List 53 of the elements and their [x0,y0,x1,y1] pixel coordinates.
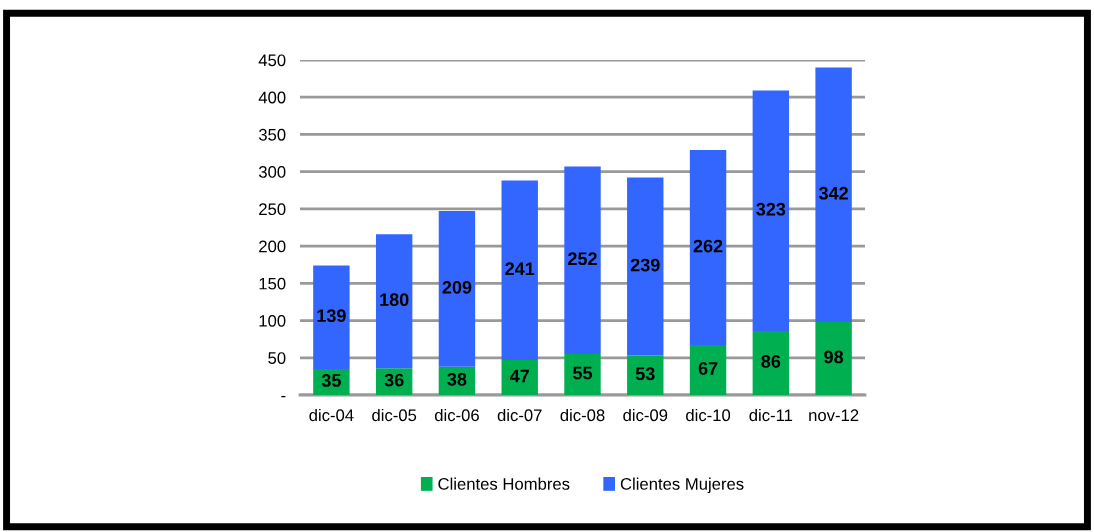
y-tick-label: 200 [259,240,286,253]
x-tick-label: dic-06 [434,408,479,422]
y-tick-label: 150 [259,277,286,290]
x-tick-label: dic-09 [623,408,668,422]
x-tick-label: dic-08 [560,408,605,422]
data-label: 86 [761,355,781,368]
data-label: 209 [442,280,472,294]
x-tick-label: dic-04 [309,408,354,422]
data-label: 180 [380,293,409,307]
legend-label: Clientes Mujeres [620,477,744,494]
data-label: 252 [568,252,597,266]
bar [501,180,538,361]
data-label: 342 [818,186,848,200]
bar [752,90,790,331]
x-tick-label: dic-05 [372,408,417,422]
bar [627,177,664,356]
data-label: 36 [384,373,404,387]
data-label: 47 [509,369,529,383]
x-tick-label: nov-12 [809,409,859,422]
y-tick-label: 300 [258,166,286,178]
data-label: 55 [573,366,593,380]
bar [815,67,852,323]
data-label: 139 [317,309,346,323]
bar [564,354,601,395]
bar [689,150,727,346]
bar [564,166,601,355]
bar [501,360,538,395]
data-label: 241 [505,262,535,275]
y-tick-label: 50 [268,352,286,364]
y-tick-label: 350 [258,128,286,141]
data-label: 262 [693,239,723,253]
y-tick-label: 450 [258,54,286,67]
x-tick-label: dic-10 [686,408,731,422]
y-tick-label: 100 [259,314,286,327]
legend-label: Clientes Hombres [438,477,570,490]
bar [438,211,476,367]
bar [313,265,350,369]
data-label: 53 [635,367,655,381]
y-tick-label: - [281,395,286,398]
y-tick-label: 250 [259,203,286,216]
x-tick-label: dic-11 [749,408,793,422]
bar [815,322,852,395]
data-label: 67 [698,362,718,375]
bar [752,330,790,395]
bar [689,345,727,395]
data-label: 323 [756,202,786,216]
bar [375,234,413,369]
data-label: 38 [447,372,467,386]
data-label: 239 [630,258,660,272]
data-label: 98 [824,350,844,364]
data-label: 35 [321,374,341,387]
x-tick-label: dic-07 [497,408,542,422]
y-tick-label: 400 [258,91,286,104]
